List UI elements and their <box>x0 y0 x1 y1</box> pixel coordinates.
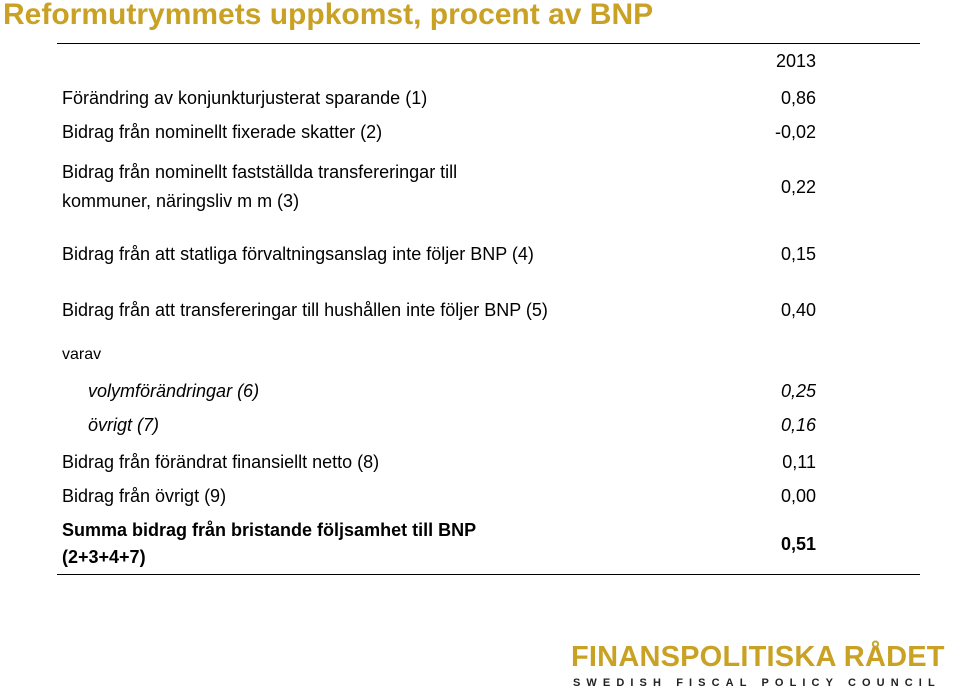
row-label-ovrigt: Bidrag från övrigt (9) <box>62 486 227 506</box>
row-label-transfereringar-line2: kommuner, näringsliv m m (3) <box>62 191 300 211</box>
row-label-transfereringar-line1: Bidrag från nominellt fastställda transf… <box>62 162 458 182</box>
row-label-ovrigt-italic: övrigt (7) <box>88 415 160 435</box>
row-value-transfereringar: 0,22 <box>780 177 816 197</box>
row-value-finansiellt-netto: 0,11 <box>782 452 816 472</box>
row-label-forvaltningsanslag: Bidrag från att statliga förvaltningsans… <box>62 244 534 264</box>
row-value-ovrigt: 0,00 <box>780 486 816 506</box>
row-label-sparande: Förändring av konjunkturjusterat sparand… <box>62 88 428 108</box>
logo-subtitle: SWEDISH FISCAL POLICY COUNCIL <box>573 677 941 689</box>
row-value-hushallen: 0,40 <box>780 300 816 320</box>
row-label-volymforandringar: volymförändringar (6) <box>88 381 260 401</box>
column-header-year: 2013 <box>775 51 816 71</box>
row-label-summa-line2: (2+3+4+7) <box>62 547 146 567</box>
row-value-summa: 0,51 <box>780 534 816 554</box>
row-value-ovrigt-italic: 0,16 <box>780 415 816 435</box>
row-value-volymforandringar: 0,25 <box>780 381 816 401</box>
row-label-varav: varav <box>62 346 102 363</box>
table-top-rule <box>57 43 920 44</box>
page-title: Reformutrymmets uppkomst, procent av BNP <box>3 0 654 31</box>
row-value-sparande: 0,86 <box>780 88 816 108</box>
row-label-skatter: Bidrag från nominellt fixerade skatter (… <box>62 122 383 142</box>
row-value-forvaltningsanslag: 0,15 <box>780 244 816 264</box>
table-bottom-rule <box>57 574 920 575</box>
logo-wordmark: FINANSPOLITISKA RÅDET <box>571 641 945 673</box>
row-label-hushallen: Bidrag från att transfereringar till hus… <box>62 300 548 320</box>
row-label-finansiellt-netto: Bidrag från förändrat finansiellt netto … <box>62 452 380 472</box>
row-label-summa-line1: Summa bidrag från bristande följsamhet t… <box>62 520 477 540</box>
row-value-skatter: -0,02 <box>774 122 816 142</box>
